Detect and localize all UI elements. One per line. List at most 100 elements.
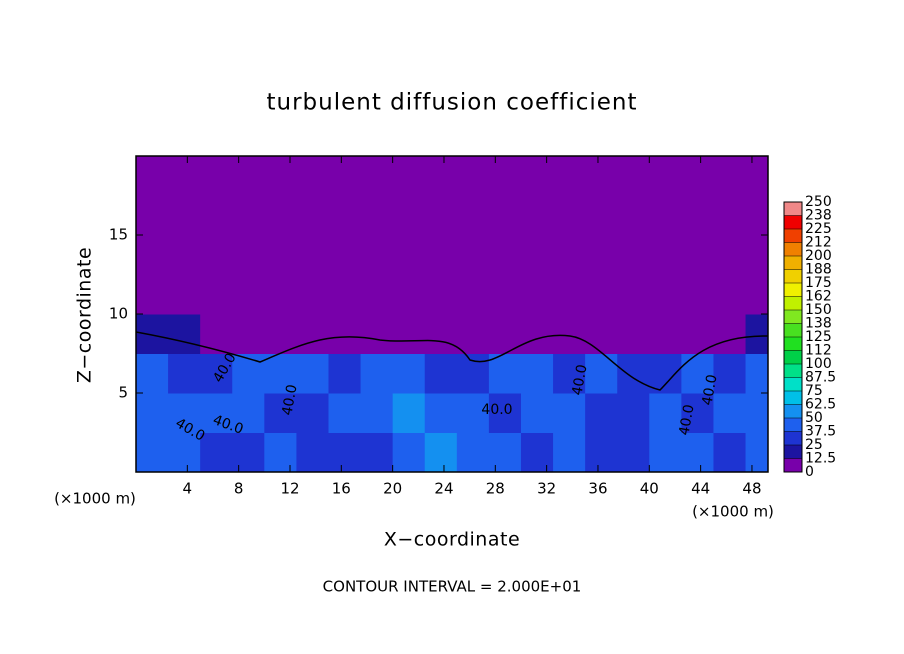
colorbar-swatch <box>784 242 802 256</box>
cell <box>553 235 586 275</box>
colorbar-swatch <box>784 202 802 216</box>
x-tick-label: 8 <box>234 480 244 498</box>
cell <box>520 235 554 275</box>
cell <box>713 432 747 472</box>
cell <box>617 353 650 394</box>
colorbar-label: 162 <box>805 289 832 305</box>
x-tick-label: 4 <box>183 480 193 498</box>
cell <box>392 235 426 275</box>
x-tick-label: 12 <box>280 480 299 498</box>
cell <box>681 156 714 196</box>
cell <box>649 156 682 196</box>
cell <box>456 393 490 433</box>
colorbar-label: 225 <box>805 221 832 237</box>
colorbar-label: 125 <box>805 329 832 345</box>
cell <box>488 195 522 236</box>
cell <box>520 393 554 433</box>
cell <box>585 235 618 275</box>
cell <box>649 432 682 472</box>
colorbar-swatch <box>784 431 802 445</box>
cell <box>649 195 682 236</box>
cell <box>585 432 618 472</box>
cell <box>264 156 297 196</box>
cell <box>264 195 297 236</box>
cell <box>745 314 768 354</box>
cell <box>168 353 201 394</box>
cell <box>136 393 169 433</box>
colorbar-swatch <box>784 445 802 459</box>
cell <box>585 314 618 354</box>
cell <box>232 393 265 433</box>
cell <box>360 156 394 196</box>
cell <box>681 235 714 275</box>
colorbar-label: 150 <box>805 302 832 318</box>
cell <box>681 274 714 315</box>
cell <box>328 314 362 354</box>
cell <box>745 235 768 275</box>
colorbar-label: 62.5 <box>805 397 836 413</box>
cell <box>360 314 394 354</box>
cell <box>360 353 394 394</box>
cell <box>713 235 747 275</box>
cell <box>136 353 169 394</box>
cell <box>200 195 233 236</box>
cell <box>713 195 747 236</box>
cell <box>553 393 586 433</box>
cell <box>232 432 265 472</box>
cell <box>232 156 265 196</box>
colorbar-swatch <box>784 256 802 270</box>
x-tick-label: 32 <box>537 480 556 498</box>
cell <box>296 156 329 196</box>
colorbar-swatch <box>784 404 802 418</box>
cell <box>745 274 768 315</box>
field <box>136 156 768 472</box>
y-axis-label: Z−coordinate <box>74 247 96 383</box>
cell <box>553 353 586 394</box>
cell <box>136 156 169 196</box>
cell <box>296 314 329 354</box>
cell <box>553 314 586 354</box>
cell <box>168 432 201 472</box>
x-tick-label: 28 <box>486 480 505 498</box>
cell <box>585 274 618 315</box>
cell <box>392 353 426 394</box>
x-unit: (×1000 m) <box>692 503 774 521</box>
contour-label: 40.0 <box>569 363 590 396</box>
cell <box>264 432 297 472</box>
cell <box>553 156 586 196</box>
colorbar-swatch <box>784 283 802 297</box>
cell <box>264 393 297 433</box>
y-tick-label: 15 <box>109 226 128 244</box>
cell <box>392 314 426 354</box>
x-tick-label: 40 <box>640 480 659 498</box>
colorbar-label: 250 <box>805 194 832 210</box>
cell <box>296 274 329 315</box>
cell <box>136 274 169 315</box>
cell <box>456 195 490 236</box>
colorbar-label: 100 <box>805 356 832 372</box>
cell <box>617 432 650 472</box>
colorbar-swatch <box>784 350 802 364</box>
cell <box>424 235 458 275</box>
cell <box>617 235 650 275</box>
x-tick-label: 48 <box>742 480 761 498</box>
cell <box>713 274 747 315</box>
cell <box>392 156 426 196</box>
colorbar-swatch <box>784 215 802 229</box>
cell <box>168 195 201 236</box>
cell <box>328 195 362 236</box>
cell <box>520 353 554 394</box>
cell <box>649 235 682 275</box>
cell <box>745 393 768 433</box>
cell <box>392 274 426 315</box>
cell <box>585 195 618 236</box>
cell <box>553 195 586 236</box>
cell <box>424 195 458 236</box>
cell <box>200 235 233 275</box>
cell <box>520 432 554 472</box>
chart-title: turbulent diffusion coefficient <box>266 90 637 116</box>
cell <box>296 353 329 394</box>
cell <box>488 393 522 433</box>
cell <box>168 314 201 354</box>
